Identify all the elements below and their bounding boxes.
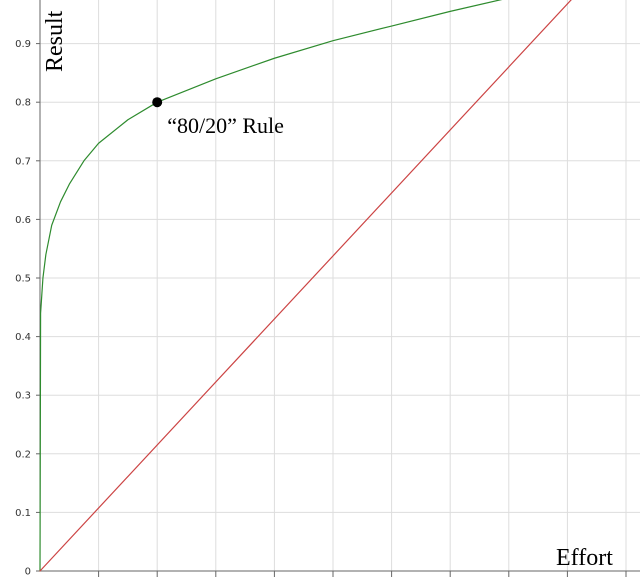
y-tick-label: 0.3: [15, 391, 31, 402]
y-tick-label: 0.1: [15, 508, 31, 519]
y-tick-label: 0.2: [15, 449, 31, 460]
annotation-points: “80/20” Rule: [152, 97, 284, 138]
y-tick-label: 0.5: [15, 274, 31, 285]
series-layer: [39, 0, 572, 572]
vertical-gridlines: [98, 0, 627, 571]
y-tick-label: 0.8: [15, 98, 31, 109]
series-line-1: [39, 0, 572, 572]
y-tick-label: 0.7: [15, 156, 31, 167]
x-axis-ticks: [98, 571, 627, 577]
x-axis-title: Effort: [556, 545, 613, 571]
y-axis-tick-labels: 0 0.1 0.2 0.3 0.4 0.5 0.6 0.7 0.8 0.9: [15, 39, 40, 578]
y-tick-label: 0.4: [15, 332, 31, 343]
y-tick-label: 0.9: [15, 39, 31, 50]
y-axis-title: Result: [42, 10, 68, 72]
y-tick-label: 0.6: [15, 215, 31, 226]
point-marker-0: [152, 97, 163, 108]
point-label-0: “80/20” Rule: [167, 113, 284, 138]
horizontal-gridlines: [40, 43, 640, 513]
y-tick-label: 0: [25, 567, 31, 578]
series-line-0: [39, 0, 503, 572]
